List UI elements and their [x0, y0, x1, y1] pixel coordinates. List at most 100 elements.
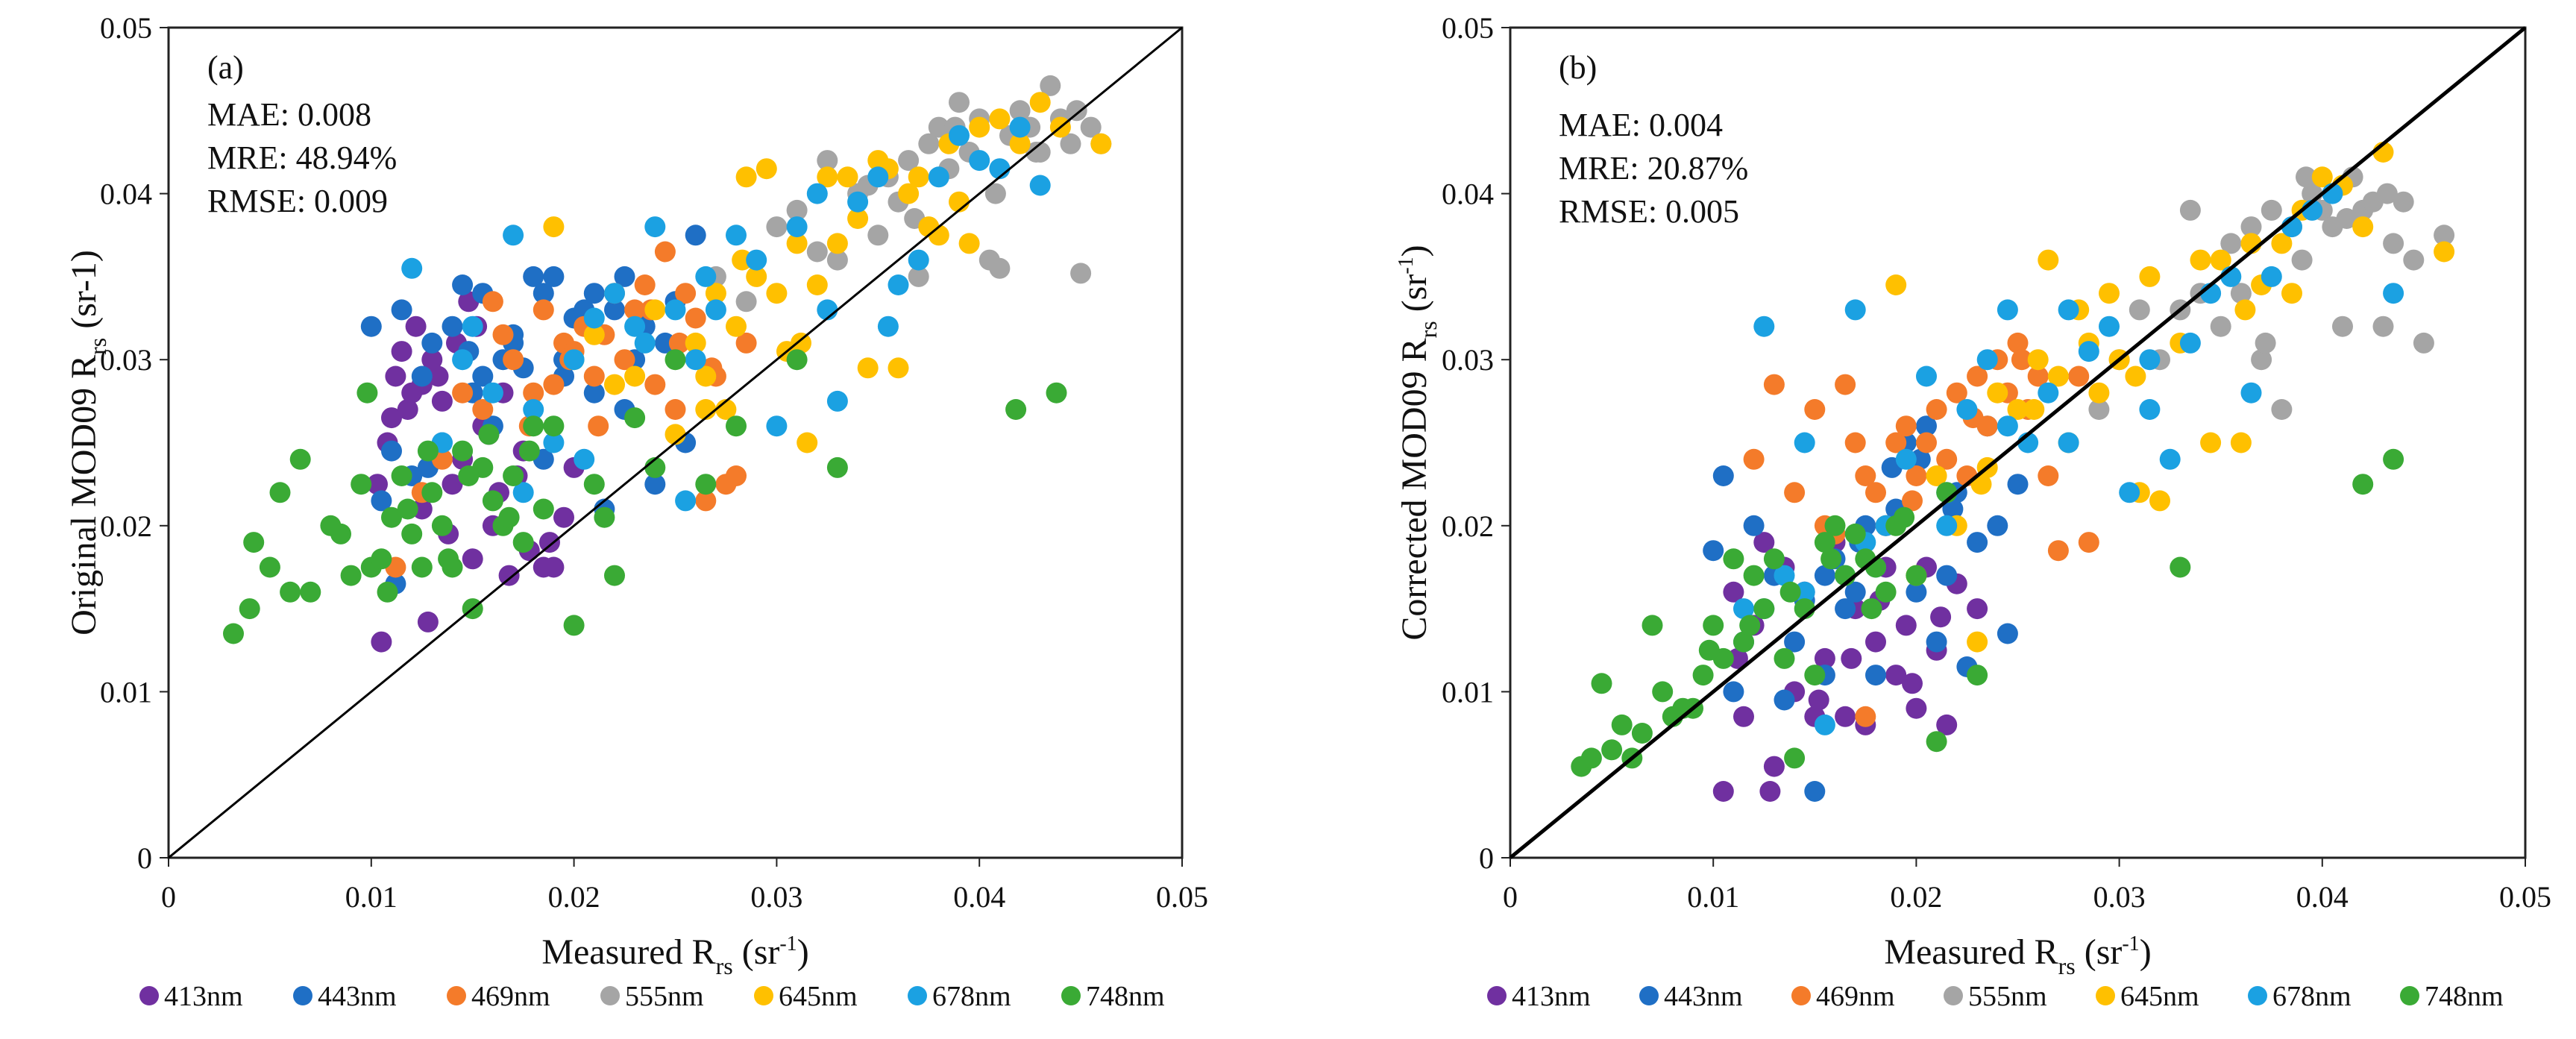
legend-item-555nm: 555nm	[600, 981, 704, 1012]
point-469nm	[654, 241, 676, 263]
point-748nm	[1779, 581, 1801, 603]
point-748nm	[351, 474, 372, 495]
point-678nm	[746, 249, 767, 271]
point-645nm	[1009, 133, 1031, 154]
point-469nm	[2007, 332, 2029, 354]
point-443nm	[604, 299, 625, 321]
point-469nm	[1784, 482, 1806, 503]
point-469nm	[614, 349, 635, 371]
point-678nm	[462, 316, 483, 337]
point-443nm	[685, 225, 706, 246]
point-645nm	[1987, 382, 2008, 404]
point-678nm	[2139, 349, 2161, 371]
legend-marker	[1061, 986, 1081, 1005]
point-645nm	[898, 183, 920, 204]
legend-marker	[2248, 986, 2267, 1005]
point-748nm	[340, 565, 362, 586]
y-axis-title-main: Corrected MOD09 R	[1395, 338, 1434, 640]
x-axis-title-sub: rs	[716, 952, 733, 979]
x-tick-label: 0.01	[1687, 880, 1739, 914]
y-tick-label: 0.04	[1442, 178, 1494, 211]
y-tick-label: 0	[1479, 841, 1494, 875]
point-645nm	[847, 208, 869, 229]
point-469nm	[668, 332, 690, 354]
x-tick-label: 0	[161, 880, 176, 914]
point-645nm	[837, 166, 858, 188]
point-469nm	[1855, 706, 1876, 727]
point-645nm	[604, 374, 625, 395]
point-443nm	[1784, 631, 1806, 653]
legend-label: 645nm	[2120, 981, 2199, 1012]
point-469nm	[1743, 448, 1765, 470]
point-678nm	[583, 307, 605, 329]
point-645nm	[2007, 399, 2029, 420]
point-645nm	[2281, 283, 2302, 304]
point-748nm	[1774, 647, 1795, 669]
point-748nm	[259, 556, 280, 578]
point-645nm	[685, 332, 706, 354]
legend-label: 469nm	[471, 981, 550, 1012]
point-678nm	[1774, 565, 1795, 586]
point-748nm	[381, 506, 402, 528]
stat-text: MRE: 48.94%	[207, 139, 397, 176]
point-748nm	[1814, 532, 1835, 553]
point-748nm	[2170, 556, 2191, 578]
point-443nm	[1712, 465, 1734, 486]
point-748nm	[1784, 747, 1806, 769]
point-748nm	[438, 548, 459, 570]
point-645nm	[2088, 382, 2110, 404]
point-748nm	[624, 407, 646, 429]
legend-item-678nm: 678nm	[2248, 981, 2352, 1012]
point-748nm	[417, 440, 439, 462]
point-469nm	[1865, 482, 1886, 503]
point-748nm	[478, 424, 500, 445]
point-413nm	[1808, 689, 1829, 711]
point-678nm	[877, 316, 899, 337]
point-555nm	[2255, 332, 2276, 354]
point-469nm	[695, 490, 717, 512]
point-555nm	[908, 266, 929, 287]
point-645nm	[806, 274, 828, 295]
point-678nm	[452, 349, 474, 371]
x-axis-title-close: )	[2140, 932, 2152, 972]
point-413nm	[1885, 665, 1907, 686]
point-469nm	[452, 382, 474, 404]
legend-label: 469nm	[1816, 981, 1895, 1012]
point-469nm	[1835, 374, 1856, 395]
point-748nm	[563, 615, 585, 636]
legend-marker	[1791, 986, 1811, 1005]
point-748nm	[1753, 598, 1775, 620]
point-469nm	[2027, 365, 2049, 387]
legend-marker	[908, 986, 927, 1005]
point-645nm	[817, 166, 838, 188]
stat-text: MAE: 0.004	[1559, 107, 1723, 143]
point-748nm	[431, 515, 453, 536]
point-469nm	[1967, 365, 1988, 387]
point-748nm	[533, 498, 554, 520]
legend-marker	[1944, 986, 1963, 1005]
point-443nm	[1926, 631, 1947, 653]
point-748nm	[300, 581, 321, 603]
point-748nm	[397, 498, 418, 520]
point-413nm	[1814, 647, 1835, 669]
point-413nm	[1895, 615, 1917, 636]
legend-label: 645nm	[779, 981, 858, 1012]
point-748nm	[1926, 731, 1947, 753]
point-748nm	[594, 506, 615, 528]
point-678nm	[1936, 515, 1958, 536]
point-645nm	[2149, 490, 2170, 512]
legend-label: 555nm	[1968, 981, 2047, 1012]
point-645nm	[2210, 249, 2231, 271]
point-678nm	[1029, 175, 1051, 196]
point-645nm	[2311, 166, 2333, 188]
point-678nm	[2383, 283, 2404, 304]
point-748nm	[1967, 665, 1988, 686]
point-469nm	[685, 307, 706, 329]
point-748nm	[498, 506, 520, 528]
point-645nm	[791, 332, 811, 354]
legend-item-645nm: 645nm	[754, 981, 858, 1012]
point-645nm	[543, 216, 565, 238]
point-678nm	[634, 332, 656, 354]
point-645nm	[2352, 216, 2374, 238]
point-555nm	[2372, 316, 2394, 337]
